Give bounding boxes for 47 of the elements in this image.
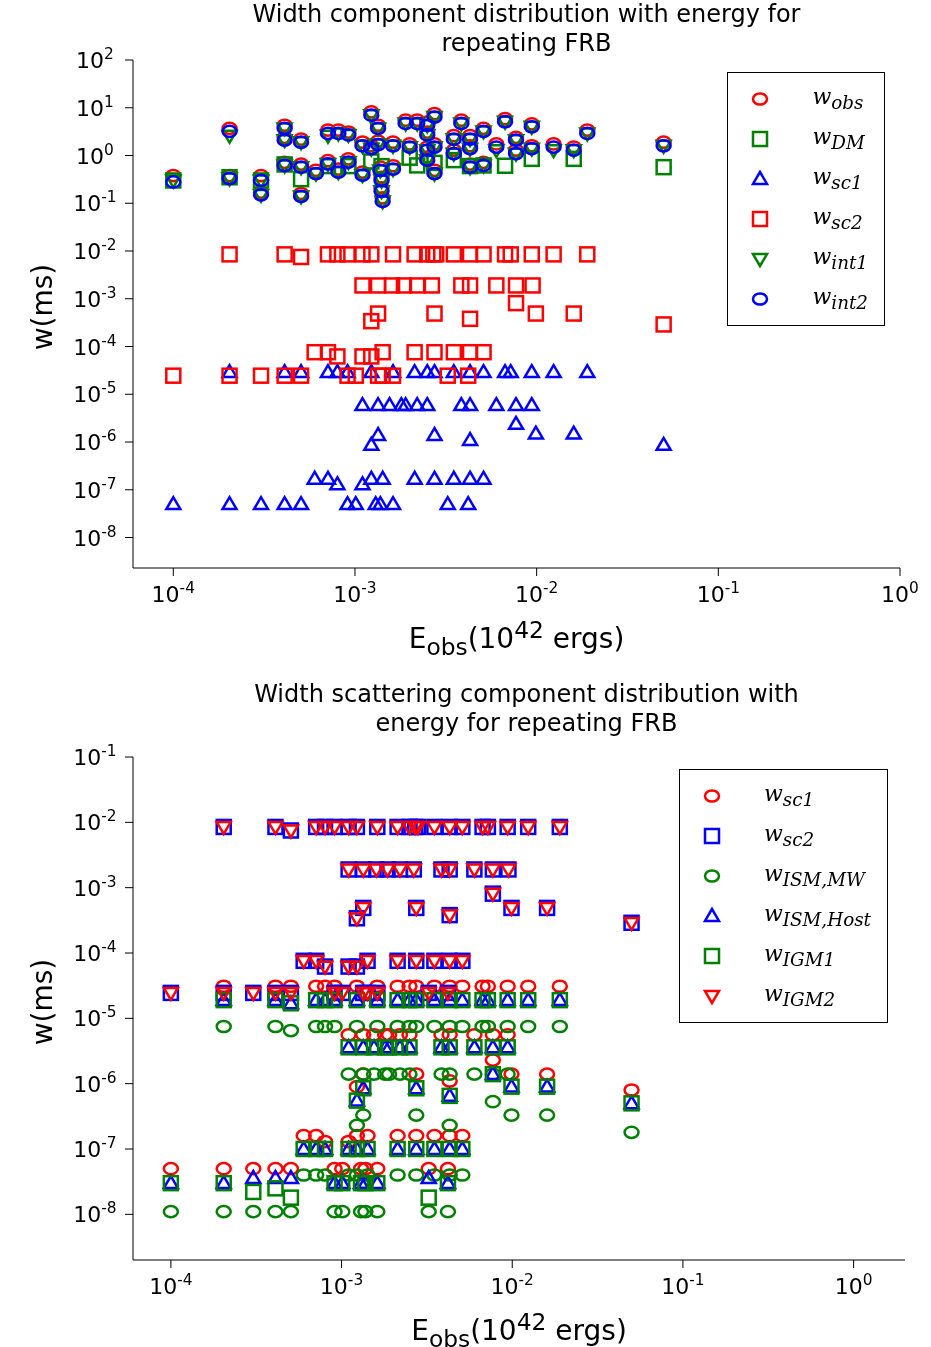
x-tick-label: 10$^{-4}$: [151, 579, 195, 607]
y-axis-title: w(ms): [25, 263, 59, 351]
y-tick-label: 10$^{-7}$: [73, 474, 117, 503]
legend-label: w$_{obs}$: [812, 84, 864, 114]
x-tick-label: 10$^{-1}$: [696, 579, 741, 607]
legend-label: w$_{IGM1}$: [763, 941, 836, 971]
y-tick-label: 10$^{1}$: [76, 92, 114, 121]
y-tick-label: 10$^{-3}$: [73, 872, 117, 901]
legend-label: w$_{sc2}$: [763, 821, 815, 851]
x-tick-label: 10$^{0}$: [881, 579, 919, 607]
y-tick-label: 10$^{-4}$: [73, 938, 117, 966]
legend-label: w$_{int2}$: [812, 284, 868, 314]
y-tick-label: 10$^{-4}$: [73, 331, 117, 360]
x-tick-label: 10$^{-3}$: [319, 1271, 364, 1299]
x-tick-label: 10$^{-4}$: [149, 1271, 193, 1299]
legend-label: w$_{int1}$: [812, 244, 868, 274]
y-tick-label: 10$^{-2}$: [73, 236, 117, 265]
legend-label: w$_{sc1}$: [812, 164, 863, 194]
y-tick-label: 10$^{-8}$: [73, 522, 117, 551]
x-tick-label: 10$^{-2}$: [514, 579, 559, 607]
y-tick-label: 10$^{-6}$: [73, 427, 117, 456]
x-axis-title: E$_{obs}$(10$^{42}$ ergs): [410, 1308, 628, 1347]
y-tick-label: 10$^{-2}$: [73, 807, 117, 836]
y-tick-label: 10$^{-5}$: [73, 379, 117, 408]
x-tick-label: 10$^{-1}$: [661, 1271, 705, 1299]
y-tick-label: 10$^{0}$: [76, 140, 114, 169]
legend-label: w$_{sc2}$: [812, 204, 863, 234]
x-tick-label: 10$^{-2}$: [490, 1271, 534, 1299]
y-tick-label: 10$^{-1}$: [73, 188, 117, 217]
chart-title: Width scattering component distribution with energy for repeating FRB: [253, 680, 800, 738]
y-tick-label: 10$^{-8}$: [73, 1199, 117, 1228]
y-tick-label: 10$^{-6}$: [73, 1068, 117, 1097]
x-tick-label: 10$^{0}$: [834, 1271, 873, 1299]
chart-title: Width component distribution with energy for repeating FRB: [251, 0, 802, 58]
legend-label: w$_{ISM,Host}$: [763, 901, 871, 931]
legend-label: w$_{ISM,MW}$: [763, 861, 865, 891]
y-tick-label: 10$^{-7}$: [73, 1134, 117, 1162]
legend-label: w$_{sc1}$: [763, 781, 815, 811]
y-tick-label: 10$^{-5}$: [73, 1003, 117, 1032]
y-axis-title: w(ms): [25, 958, 59, 1045]
legend-label: w$_{DM}$: [812, 124, 865, 154]
x-tick-label: 10$^{-3}$: [333, 579, 377, 607]
x-axis-title: E$_{obs}$(10$^{42}$ ergs): [407, 616, 626, 661]
y-tick-label: 10$^{2}$: [76, 45, 114, 73]
y-tick-label: 10$^{-3}$: [73, 283, 117, 312]
legend-label: w$_{IGM2}$: [763, 981, 836, 1011]
y-tick-label: 10$^{-1}$: [73, 742, 117, 770]
